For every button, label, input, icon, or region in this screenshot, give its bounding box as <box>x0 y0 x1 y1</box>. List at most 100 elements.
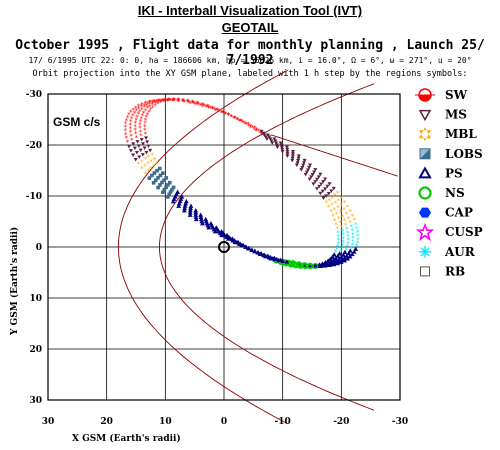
orbit-point <box>344 253 350 258</box>
orbit-point: * <box>153 156 157 164</box>
orbit-point <box>156 185 160 190</box>
orbit-point <box>345 256 350 261</box>
orbit-point <box>326 192 331 196</box>
orbit-point: * <box>142 104 146 112</box>
orbit-point: * <box>341 235 345 243</box>
legend-item-aur: AUR <box>419 245 476 259</box>
orbit-point <box>312 262 319 269</box>
orbit-point <box>349 251 355 257</box>
orbit-point: * <box>181 97 185 105</box>
orbit-point: * <box>230 113 234 121</box>
x-tick-label: -20 <box>333 417 349 427</box>
orbit-point <box>239 242 244 248</box>
orbit-point <box>158 183 162 187</box>
orbit-point <box>351 249 357 254</box>
orbit-point <box>225 236 231 241</box>
legend-item-cusp: CUSP <box>415 223 483 242</box>
orbit-point: * <box>135 134 139 142</box>
orbit-point: * <box>140 106 144 114</box>
orbit-point: * <box>140 101 144 109</box>
orbit-point: * <box>177 97 181 105</box>
orbit-point: * <box>172 97 176 105</box>
orbit-point: * <box>330 195 334 203</box>
orbit-point <box>187 207 193 213</box>
orbit-point: * <box>338 219 342 227</box>
orbit-point: * <box>341 227 345 235</box>
orbit-point: * <box>124 120 128 128</box>
orbit-point: * <box>214 107 218 115</box>
orbit-point <box>321 196 326 201</box>
orbit-point <box>317 263 323 268</box>
orbit-point <box>212 228 218 234</box>
orbit-point: * <box>134 116 138 124</box>
orbit-point: * <box>137 102 141 110</box>
orbit-point: * <box>350 244 354 252</box>
triangle-down-icon <box>418 109 432 122</box>
orbit-point <box>275 145 280 150</box>
orbit-point <box>146 144 151 149</box>
orbit-point: * <box>336 190 340 198</box>
orbit-point: * <box>343 199 347 207</box>
legend-item-lobs: LOBS <box>419 147 483 161</box>
orbit-point <box>319 182 324 187</box>
orbit-point <box>313 180 318 184</box>
orbit-point: * <box>146 105 150 113</box>
orbit-point: * <box>140 103 144 111</box>
orbit-point <box>342 249 348 255</box>
legend-label: MBL <box>445 127 477 141</box>
orbit-point: * <box>243 121 247 129</box>
orbit-point <box>145 140 150 144</box>
orbit-point: * <box>227 111 231 119</box>
orbit-point: * <box>351 241 355 249</box>
x-tick-label: 20 <box>100 417 113 427</box>
orbit-point <box>268 254 274 260</box>
orbit-point: * <box>151 99 155 107</box>
orbit-point: * <box>196 100 200 108</box>
orbit-point <box>182 203 188 208</box>
orbit-point: * <box>186 98 190 106</box>
orbit-point <box>307 177 312 182</box>
orbit-point <box>164 176 168 180</box>
orbit-point <box>295 161 300 165</box>
orbit-point: * <box>147 153 151 161</box>
orbit-point: * <box>337 233 341 241</box>
plot-frame <box>47 93 401 401</box>
orbit-point: * <box>176 97 180 105</box>
orbit-point <box>255 250 261 255</box>
orbit-point: * <box>143 120 147 128</box>
sun-fill <box>419 95 431 101</box>
orbit-point <box>318 191 323 196</box>
orbit-point <box>259 251 264 256</box>
orbit-point: * <box>213 107 217 115</box>
orbit-point: * <box>152 162 156 170</box>
orbit-point <box>309 175 314 179</box>
orbit-point: * <box>249 124 253 132</box>
orbit-point: * <box>166 97 170 105</box>
orbit-point: * <box>171 97 175 105</box>
orbit-point: * <box>336 229 340 237</box>
orbit-point: * <box>333 199 337 207</box>
orbit-point <box>294 163 299 167</box>
orbit-point: * <box>130 136 134 144</box>
frame-label: GSM c/s <box>53 115 101 129</box>
star5-icon <box>415 223 435 242</box>
orbit-point: * <box>343 217 347 225</box>
orbit-point: * <box>207 103 211 111</box>
orbit-point: * <box>346 233 350 241</box>
orbit-point: * <box>351 212 355 220</box>
x-tick-label: 0 <box>221 417 227 427</box>
orbit-point <box>187 210 193 215</box>
orbit-point: * <box>340 202 344 210</box>
lobes-fill <box>420 148 430 159</box>
region-legend: SW MS MBL LOBS PS NS CAP CUSP AUR RB <box>415 88 483 278</box>
orbit-point: * <box>341 238 345 246</box>
orbit-point <box>245 245 251 251</box>
orbit-point: * <box>155 98 159 106</box>
orbit-point <box>261 131 266 136</box>
orbit-point: * <box>161 97 165 105</box>
orbit-point: * <box>169 97 173 105</box>
orbit-point <box>338 254 344 259</box>
orbit-point <box>330 254 335 259</box>
orbit-point: * <box>133 110 137 118</box>
orbit-point: * <box>345 246 349 254</box>
